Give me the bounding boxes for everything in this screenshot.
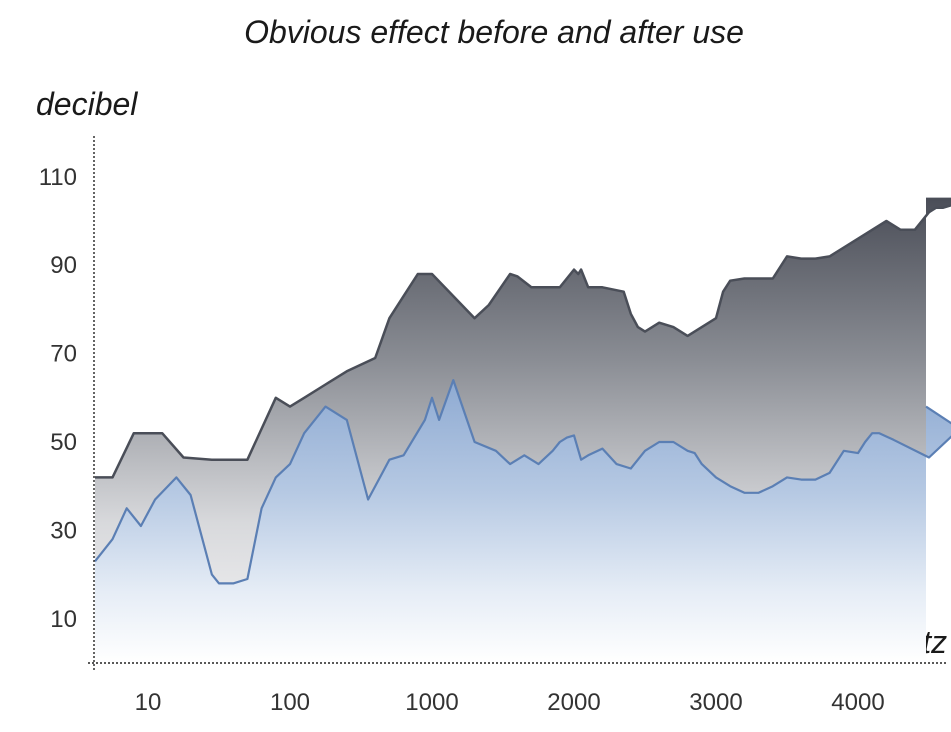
x-tick-label: 1000 [405, 689, 458, 716]
y-tick-label: 70 [50, 341, 77, 368]
x-tick-label: 2000 [547, 689, 600, 716]
chart-title: Obvious effect before and after use [244, 14, 744, 50]
x-tick-label: 100 [270, 689, 310, 716]
y-tick-label: 10 [50, 606, 77, 633]
x-tick-label: 10 [135, 689, 162, 716]
y-axis-label: decibel [36, 86, 138, 122]
series-area-after-use [95, 380, 951, 663]
series-line-after-use [94, 379, 951, 585]
y-tick-label: 110 [39, 164, 77, 191]
x-tick-label: 4000 [831, 689, 884, 716]
x-tick-label: 3000 [689, 689, 742, 716]
y-tick-label: 90 [50, 252, 77, 279]
y-tick-label: 50 [50, 429, 77, 456]
series-line-before-use [95, 197, 951, 479]
y-tick-label: 30 [50, 517, 77, 544]
